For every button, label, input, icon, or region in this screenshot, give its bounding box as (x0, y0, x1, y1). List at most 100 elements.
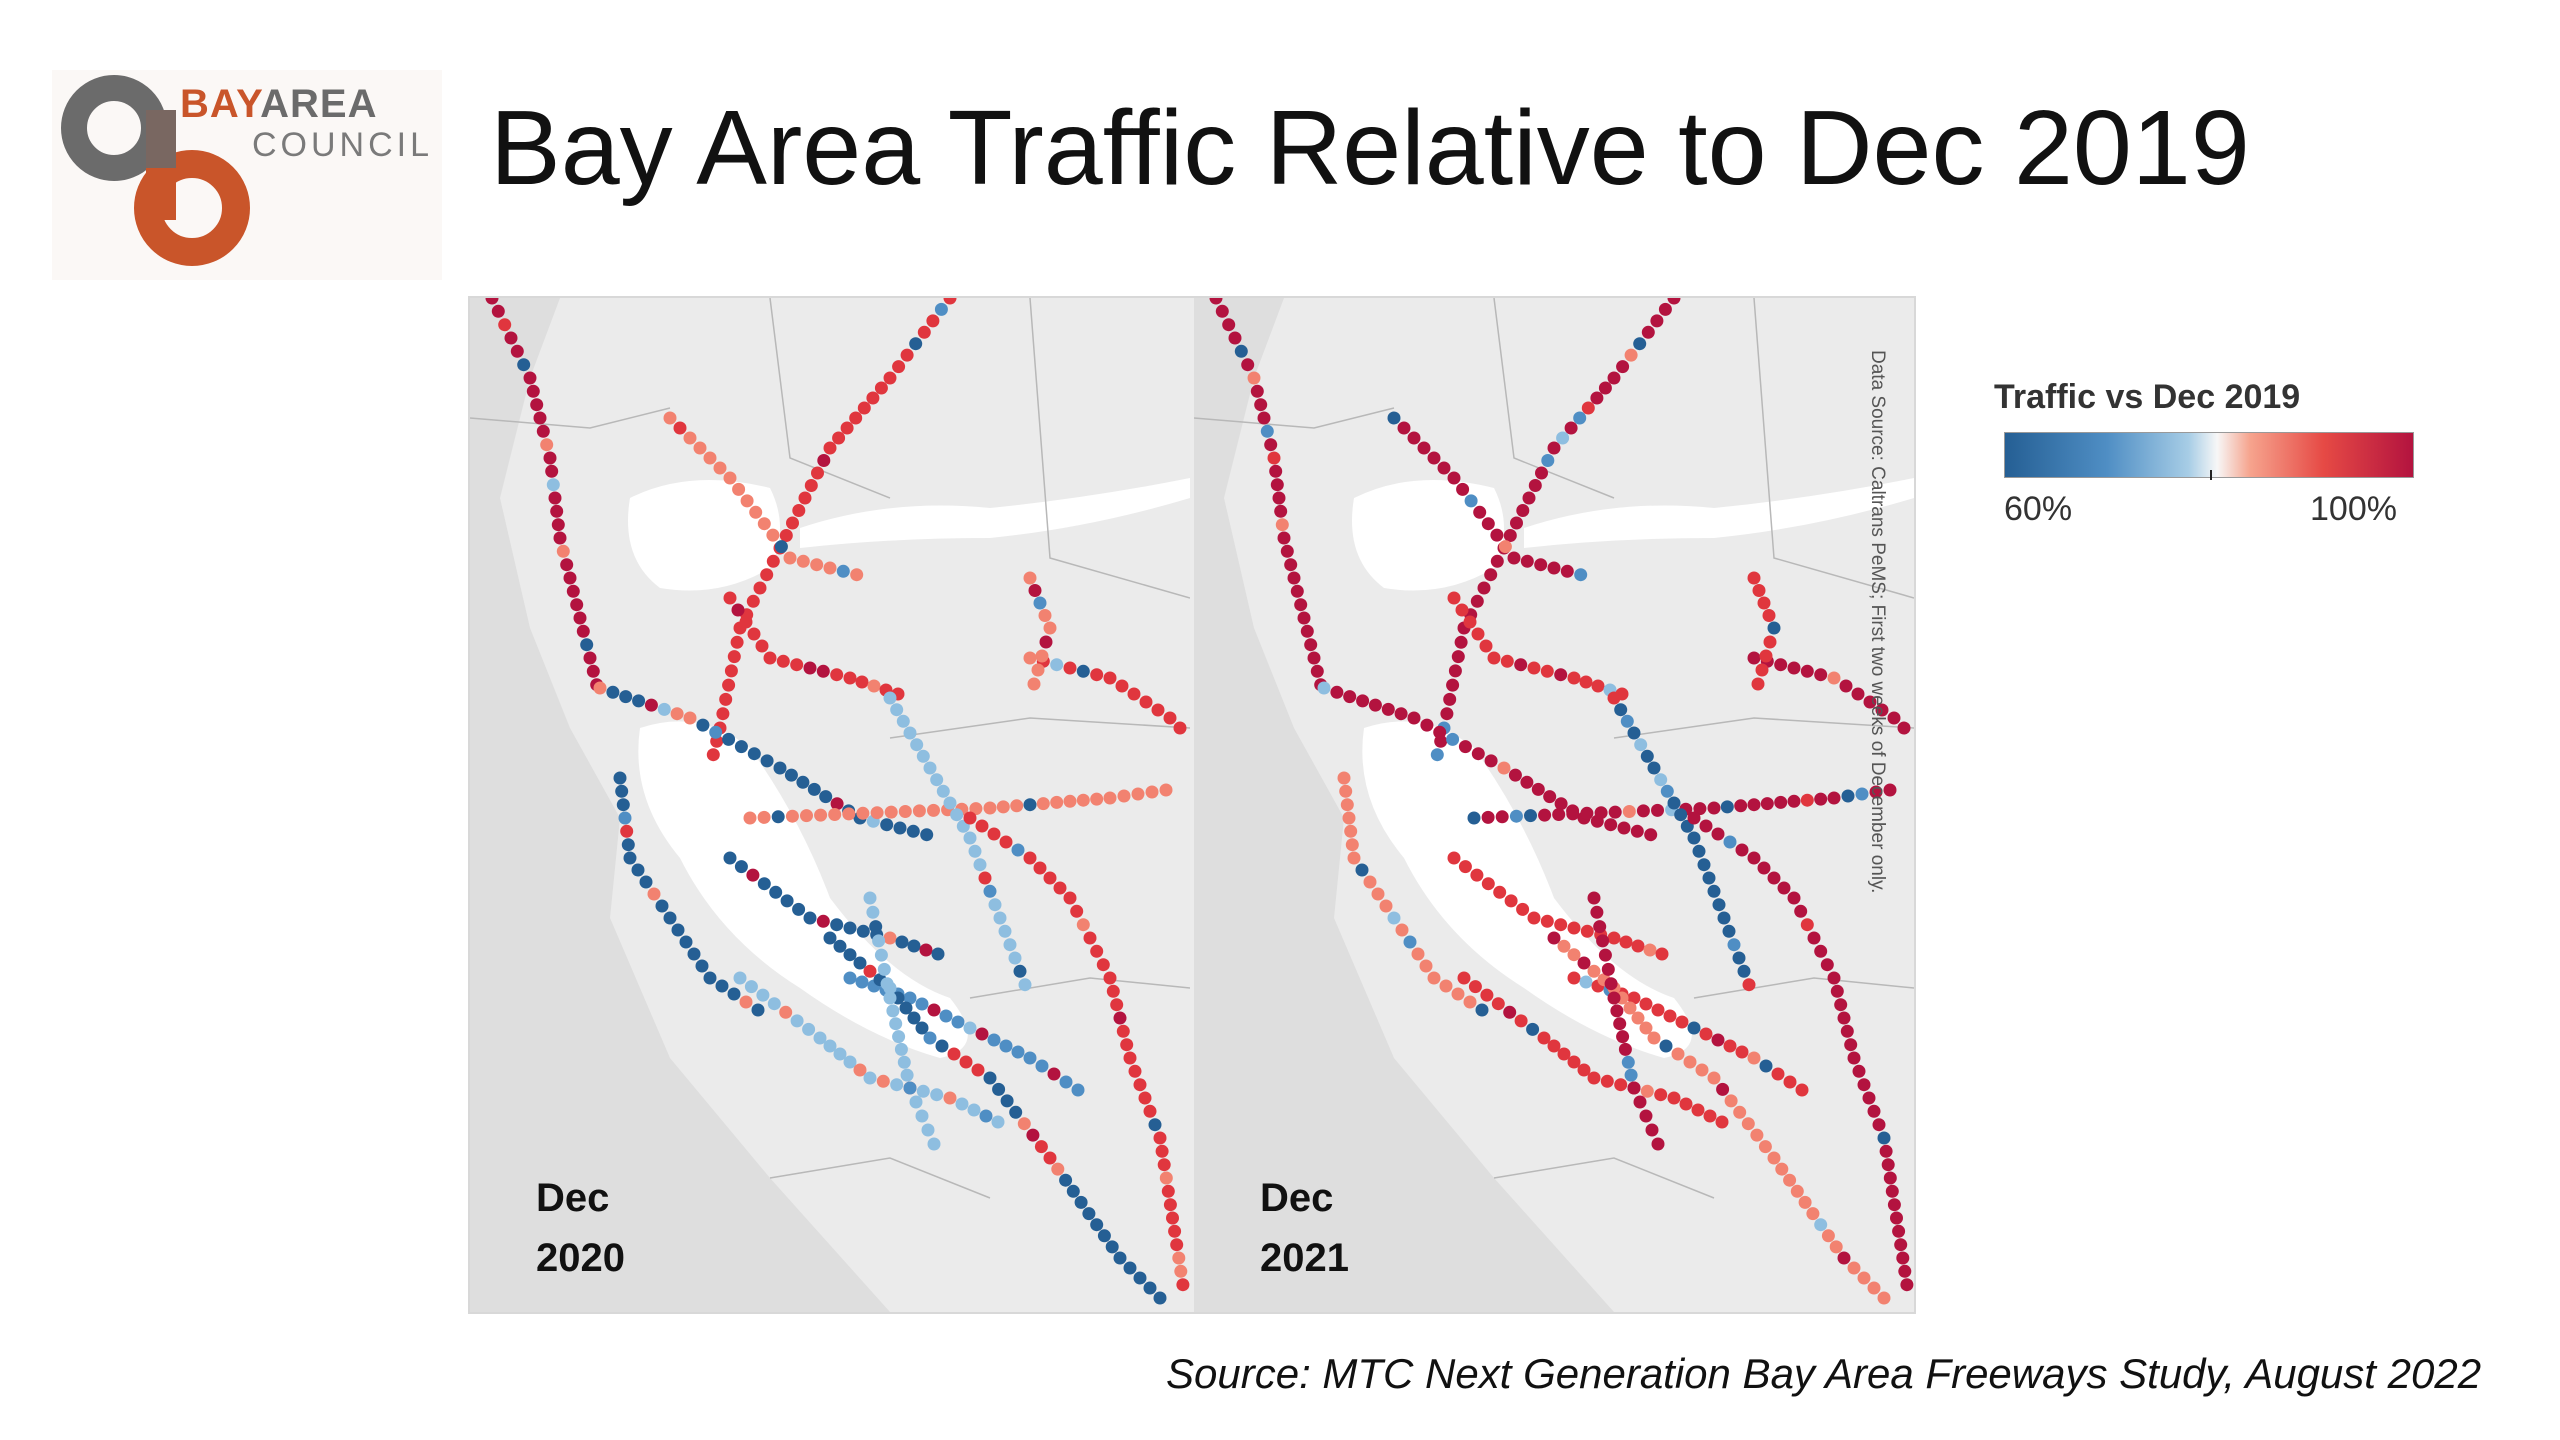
traffic-sensor-point (979, 1109, 993, 1123)
traffic-sensor-point (491, 304, 505, 318)
traffic-sensor-point (1877, 1291, 1891, 1305)
traffic-sensor-point (1264, 438, 1278, 452)
traffic-sensor-point (1394, 707, 1408, 721)
county-boundary-line (1753, 298, 1914, 599)
traffic-sensor-point (583, 651, 597, 665)
traffic-sensor-point (1620, 714, 1634, 728)
traffic-sensor-point (1767, 621, 1781, 635)
traffic-sensor-point (545, 464, 559, 478)
traffic-sensor-point (1651, 1137, 1665, 1151)
traffic-sensor-point (606, 685, 620, 699)
traffic-sensor-point (1277, 531, 1291, 545)
logo-mark-icon (61, 75, 250, 266)
traffic-sensor-point (819, 790, 833, 804)
traffic-sensor-point (1148, 1118, 1162, 1132)
traffic-sensor-point (1593, 920, 1607, 934)
traffic-sensor-point (1168, 1224, 1182, 1238)
traffic-sensor-point (893, 821, 907, 835)
traffic-sensor-point (855, 675, 869, 689)
traffic-sensor-point (1671, 1047, 1685, 1061)
traffic-sensor-point (1379, 899, 1393, 913)
traffic-sensor-point (756, 988, 770, 1002)
traffic-sensor-point (910, 738, 924, 752)
traffic-sensor-point (1484, 754, 1498, 768)
traffic-sensor-point (510, 344, 524, 358)
traffic-sensor-point (1083, 931, 1097, 945)
traffic-sensor-point (1752, 584, 1766, 597)
traffic-sensor-point (830, 918, 844, 932)
traffic-sensor-point (1590, 391, 1604, 405)
traffic-sensor-point (1659, 1039, 1673, 1053)
traffic-sensor-point (1090, 792, 1104, 806)
traffic-sensor-point (890, 1078, 904, 1092)
traffic-sensor-point (1720, 800, 1734, 814)
traffic-sensor-point (1163, 1198, 1177, 1212)
traffic-sensor-point (1543, 790, 1557, 804)
traffic-sensor-point (723, 591, 737, 605)
traffic-sensor-point (1023, 651, 1037, 665)
traffic-sensor-point (1143, 1104, 1157, 1118)
traffic-sensor-point (1834, 998, 1848, 1012)
traffic-sensor-point (739, 615, 753, 629)
traffic-sensor-point (543, 451, 557, 465)
traffic-sensor-point (739, 995, 753, 1009)
traffic-sensor-point (1484, 568, 1498, 582)
traffic-sensor-point (1090, 668, 1104, 682)
traffic-sensor-point (1639, 1021, 1653, 1035)
traffic-sensor-point (1747, 1051, 1761, 1065)
traffic-sensor-point (755, 639, 769, 653)
traffic-sensor-point (746, 868, 760, 882)
traffic-sensor-point (1614, 1078, 1628, 1092)
traffic-sensor-point (1601, 962, 1615, 976)
traffic-sensor-point (703, 971, 717, 985)
traffic-sensor-point (647, 887, 661, 901)
traffic-sensor-point (903, 1081, 917, 1095)
delta-water (1524, 478, 1914, 548)
traffic-sensor-point (849, 411, 863, 425)
traffic-sensor-point (880, 818, 894, 832)
traffic-sensor-point (1723, 1039, 1737, 1053)
traffic-sensor-point (1579, 675, 1593, 689)
traffic-sensor-point (1631, 939, 1645, 953)
traffic-sensor-point (1270, 478, 1284, 492)
traffic-sensor-point (1787, 661, 1801, 675)
traffic-sensor-point (1457, 971, 1471, 985)
traffic-sensor-point (1340, 798, 1354, 812)
traffic-sensor-point (1552, 808, 1566, 821)
traffic-sensor-point (670, 707, 684, 721)
traffic-sensor-point (883, 931, 897, 945)
traffic-sensor-point (1500, 654, 1514, 668)
traffic-sensor-point (771, 810, 785, 824)
traffic-sensor-point (1241, 358, 1255, 372)
traffic-sensor-point (842, 807, 856, 821)
traffic-sensor-point (1491, 997, 1505, 1011)
traffic-sensor-point (560, 558, 574, 572)
traffic-sensor-point (930, 773, 944, 787)
traffic-sensor-point (870, 806, 884, 820)
map-2020-svg (470, 298, 1190, 1312)
traffic-sensor-point (1454, 635, 1468, 649)
traffic-sensor-point (1066, 1184, 1080, 1198)
traffic-sensor-point (1443, 692, 1457, 706)
traffic-sensor-point (950, 808, 964, 822)
traffic-sensor-point (763, 651, 777, 665)
traffic-sensor-point (1470, 594, 1484, 608)
traffic-sensor-point (751, 1003, 765, 1017)
traffic-sensor-point (1707, 1071, 1721, 1085)
traffic-sensor-point (722, 678, 736, 692)
traffic-sensor-point (1737, 964, 1751, 978)
traffic-sensor-point (874, 948, 888, 962)
traffic-sensor-point (955, 1097, 969, 1111)
traffic-sensor-point (773, 761, 787, 775)
traffic-sensor-point (1716, 1082, 1730, 1096)
traffic-sensor-point (1624, 348, 1638, 362)
traffic-sensor-point (713, 461, 727, 475)
traffic-sensor-point (1498, 540, 1512, 554)
traffic-sensor-point (1035, 1059, 1049, 1073)
traffic-sensor-point (1760, 797, 1774, 811)
traffic-sensor-point (999, 835, 1013, 849)
traffic-sensor-point (853, 1063, 867, 1077)
traffic-sensor-point (1508, 768, 1522, 782)
traffic-sensor-point (1339, 784, 1353, 798)
traffic-sensor-point (1556, 431, 1570, 445)
